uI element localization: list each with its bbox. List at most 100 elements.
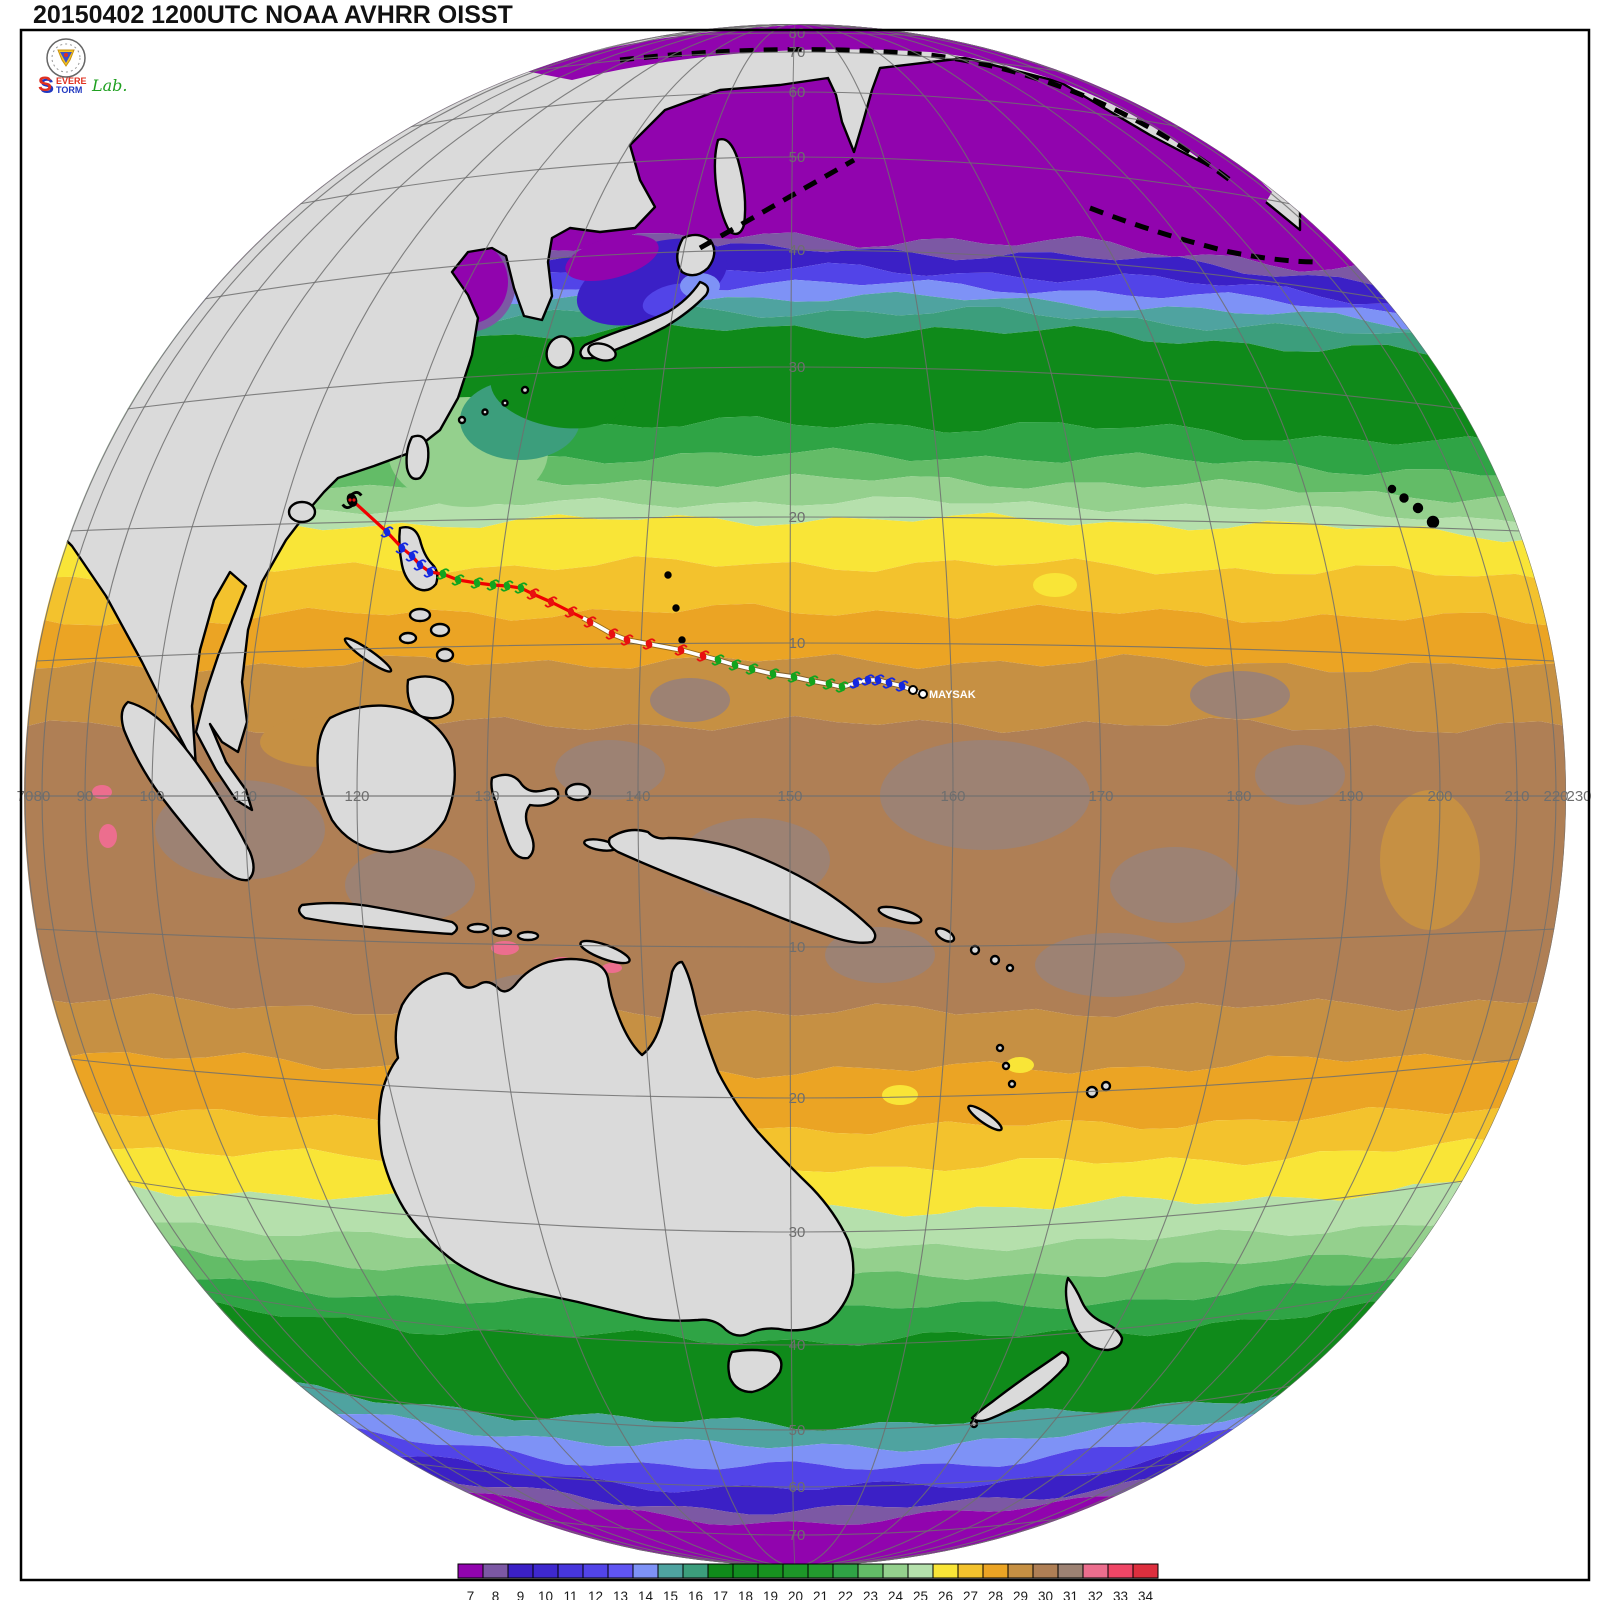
longitude-label: 110 [233, 788, 257, 805]
latitude-label: 80 [789, 25, 806, 42]
colorbar-cell [682, 1563, 709, 1579]
land-visayas [435, 647, 455, 663]
parallel-line [69, 516, 1521, 532]
colorbar-tick-label: 26 [938, 1589, 953, 1600]
logo-big-s-shadow: S [40, 75, 54, 98]
latitude-label: 30 [789, 1224, 806, 1241]
parallel-line [203, 249, 1387, 300]
solomon-island [1005, 963, 1015, 973]
colorbar-tick-label: 9 [517, 1589, 525, 1600]
land-new-guinea [607, 828, 877, 944]
parallel-line [298, 1385, 1292, 1431]
mariana-island [664, 571, 672, 579]
colorbar-cell [957, 1563, 984, 1579]
colorbar-cell [657, 1563, 684, 1579]
colorbar-cell [557, 1563, 584, 1579]
colorbar-cell [857, 1563, 884, 1579]
latitude-label: 50 [789, 149, 806, 166]
arctic-ice-edge [619, 47, 1232, 183]
ryukyu-island [481, 408, 489, 416]
land-borneo [316, 704, 456, 854]
meridian-line [794, 24, 1557, 1566]
colorbar-cell [1132, 1563, 1159, 1579]
land-kyushu [545, 335, 575, 369]
island-chains [619, 47, 1321, 265]
colorbar-cell [932, 1563, 959, 1579]
colorbar-tick-label: 22 [838, 1589, 853, 1600]
current-position-eye [352, 498, 356, 502]
latitude-label: 50 [789, 1422, 806, 1439]
solomon-island [989, 954, 1001, 966]
land-halmahera [564, 782, 592, 802]
parallel-line [203, 1290, 1387, 1346]
logo-big-s: S [38, 73, 52, 96]
meridian-line [794, 24, 1352, 1566]
longitude-label: 190 [1338, 788, 1363, 805]
map-title: 20150402 1200UTC NOAA AVHRR OISST [33, 1, 513, 29]
land-visayas [408, 607, 432, 623]
ryukyu-island [457, 415, 467, 425]
parallel-line [530, 51, 1060, 72]
meridian-line [789, 24, 796, 1566]
colorbar-cell [732, 1563, 759, 1579]
longitude-label: 80 [34, 788, 51, 805]
parallel-line [35, 642, 1555, 662]
latitude-label: 20 [789, 1090, 806, 1107]
colorbar-tick-label: 20 [788, 1589, 803, 1600]
land-new-britain [877, 905, 923, 925]
colorbar-tick-label: 25 [913, 1589, 928, 1600]
meridian-line [794, 24, 1566, 1566]
lab-logo: S S EVERE TORM Lab. [38, 38, 128, 98]
sst-band [127, 262, 1463, 326]
meridian-line [24, 24, 796, 1566]
lesser-sunda [516, 930, 540, 942]
ryukyu-island [520, 385, 530, 395]
colorbar-tick-label: 7 [467, 1589, 475, 1600]
colorbar-cell [1032, 1563, 1059, 1579]
kuril-chain [698, 157, 856, 251]
land-new-caledonia [967, 1104, 1003, 1132]
meridian-line [794, 24, 1518, 1566]
colorbar-cell [1007, 1563, 1034, 1579]
sst-band [313, 1440, 1277, 1515]
mariana-island [672, 604, 680, 612]
colorbar-tick-label: 27 [963, 1589, 978, 1600]
track-forecast-line [350, 498, 584, 620]
colorbar-cell [882, 1563, 909, 1579]
colorbar-tick-label: 32 [1088, 1589, 1103, 1600]
lab-seal-triangle [60, 52, 72, 63]
colorbar-tick-label: 19 [763, 1589, 778, 1600]
vanuatu-island [1001, 1061, 1011, 1071]
land-hainan [287, 500, 317, 524]
meridian-line [486, 24, 796, 1566]
sst-band [108, 1241, 1482, 1316]
colorbar-tick-label: 34 [1138, 1589, 1154, 1600]
longitude-label: 140 [625, 788, 650, 805]
logo-severe-text: EVERE [56, 76, 87, 86]
longitude-label: 170 [1088, 788, 1113, 805]
parallel-line [35, 928, 1555, 948]
colorbar-cell [1107, 1563, 1134, 1579]
latitude-label: 70 [789, 44, 806, 61]
genesis-position-circle [918, 689, 928, 699]
lab-seal-dot [64, 53, 68, 57]
meridian-line [637, 24, 796, 1566]
meridian-line [356, 24, 796, 1566]
colorbar-cell [782, 1563, 809, 1579]
colorbar-tick-label: 23 [863, 1589, 878, 1600]
lab-seal-inner-ring [51, 43, 81, 73]
solomon-island [969, 944, 981, 956]
hawaii-island [1412, 502, 1424, 514]
graticule [24, 24, 1566, 1566]
colorbar-tick-label: 30 [1038, 1589, 1053, 1600]
parallel-line [660, 32, 930, 37]
colorbar-cell [632, 1563, 659, 1579]
colorbar-cell [982, 1563, 1009, 1579]
hawaii-island [1399, 493, 1409, 503]
colorbar-cell [707, 1563, 734, 1579]
parallel-line [530, 1518, 1060, 1536]
parallel-line [408, 1462, 1182, 1488]
colorbar-tick-label: 10 [538, 1589, 553, 1600]
longitude-label: 160 [940, 788, 965, 805]
